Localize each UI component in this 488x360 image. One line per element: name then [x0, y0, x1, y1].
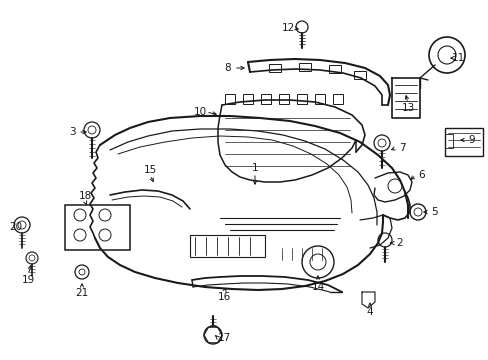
Text: 12: 12 — [281, 23, 294, 33]
Text: 14: 14 — [311, 282, 324, 292]
Text: 18: 18 — [78, 191, 91, 201]
Text: 19: 19 — [21, 275, 35, 285]
Bar — [279, 94, 288, 104]
Bar — [314, 94, 325, 104]
Text: 8: 8 — [224, 63, 231, 73]
Text: 9: 9 — [468, 135, 474, 145]
Text: 4: 4 — [366, 307, 372, 317]
Bar — [243, 94, 252, 104]
Text: 13: 13 — [401, 103, 414, 113]
Text: 5: 5 — [431, 207, 437, 217]
Text: 10: 10 — [193, 107, 206, 117]
Text: 3: 3 — [68, 127, 75, 137]
Bar — [65, 205, 130, 250]
Bar — [332, 94, 342, 104]
Bar — [353, 71, 365, 79]
Bar — [268, 64, 281, 72]
Text: 6: 6 — [418, 170, 425, 180]
Text: 17: 17 — [217, 333, 230, 343]
Bar — [190, 235, 264, 257]
Text: 7: 7 — [398, 143, 405, 153]
Text: 20: 20 — [9, 222, 22, 232]
Text: 11: 11 — [450, 53, 464, 63]
Text: 2: 2 — [396, 238, 403, 248]
Text: 21: 21 — [75, 288, 88, 298]
Bar — [444, 128, 482, 156]
Bar — [298, 63, 310, 71]
Bar — [296, 94, 306, 104]
Bar — [224, 94, 235, 104]
Text: 16: 16 — [217, 292, 230, 302]
Text: 15: 15 — [143, 165, 156, 175]
Bar — [261, 94, 270, 104]
Bar — [444, 134, 452, 148]
Bar — [328, 65, 340, 73]
Text: 1: 1 — [251, 163, 258, 173]
